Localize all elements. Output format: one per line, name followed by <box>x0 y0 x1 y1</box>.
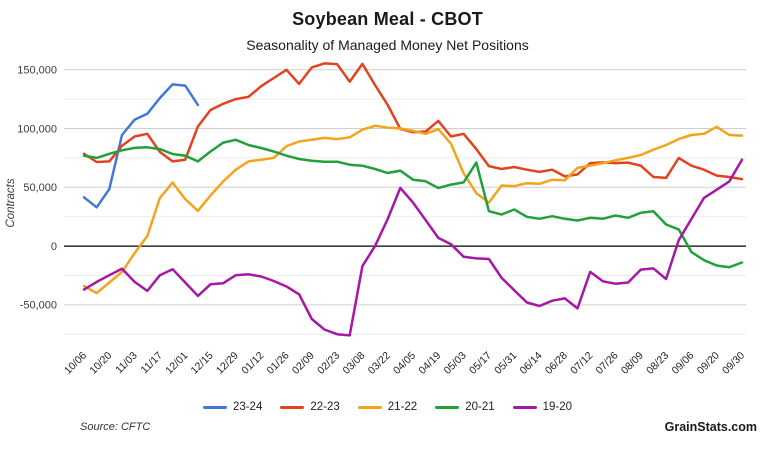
legend-label: 19-20 <box>542 401 573 413</box>
series-line-21-22 <box>82 124 744 295</box>
svg-text:04/05: 04/05 <box>391 350 418 377</box>
legend-swatch-icon <box>435 405 460 409</box>
svg-text:01/26: 01/26 <box>265 350 292 377</box>
svg-text:03/22: 03/22 <box>366 350 393 377</box>
svg-text:150,000: 150,000 <box>17 65 57 77</box>
svg-text:11/03: 11/03 <box>113 350 140 377</box>
series-line-19-20 <box>82 158 744 337</box>
svg-text:05/03: 05/03 <box>442 350 469 377</box>
svg-text:10/06: 10/06 <box>62 350 89 377</box>
svg-text:11/17: 11/17 <box>139 350 166 377</box>
svg-text:07/12: 07/12 <box>568 350 595 377</box>
legend-swatch-icon <box>357 405 382 409</box>
legend-item: 20-21 <box>435 401 495 413</box>
svg-text:09/06: 09/06 <box>669 350 696 377</box>
x-tick-labels: 10/0610/2011/0311/1712/0112/1512/2901/12… <box>62 350 747 377</box>
svg-text:-50,000: -50,000 <box>20 300 57 312</box>
svg-text:06/28: 06/28 <box>543 350 570 377</box>
svg-text:50,000: 50,000 <box>23 182 57 194</box>
svg-text:100,000: 100,000 <box>17 123 57 135</box>
chart-title: Soybean Meal - CBOT <box>292 9 483 29</box>
svg-text:04/19: 04/19 <box>416 350 443 377</box>
legend-swatch-icon <box>512 405 537 409</box>
legend-label: 21-22 <box>387 401 418 413</box>
svg-text:05/17: 05/17 <box>467 350 494 377</box>
brand-watermark: GrainStats.com <box>664 420 757 434</box>
legend-swatch-icon <box>202 405 227 409</box>
legend-item: 19-20 <box>512 401 573 413</box>
series-line-20-21 <box>82 138 744 269</box>
svg-text:12/29: 12/29 <box>214 350 241 377</box>
svg-text:03/08: 03/08 <box>340 350 367 377</box>
legend-label: 23-24 <box>232 401 263 413</box>
legend-item: 22-23 <box>280 401 340 413</box>
chart-legend: 23-24 22-23 21-22 20-21 19-20 <box>0 401 775 413</box>
svg-text:09/20: 09/20 <box>695 350 722 377</box>
series-line-23-24 <box>82 83 200 209</box>
legend-item: 21-22 <box>357 401 418 413</box>
y-gridlines-minor <box>64 98 746 335</box>
svg-text:08/09: 08/09 <box>619 350 646 377</box>
legend-swatch-icon <box>280 405 305 409</box>
legend-label: 22-23 <box>310 401 340 413</box>
series-lines <box>82 62 744 337</box>
chart-subtitle: Seasonality of Managed Money Net Positio… <box>246 37 529 53</box>
svg-text:10/20: 10/20 <box>87 350 114 377</box>
svg-text:01/12: 01/12 <box>239 350 266 377</box>
series-line-22-23 <box>82 62 744 181</box>
svg-text:12/15: 12/15 <box>189 350 216 377</box>
svg-text:08/23: 08/23 <box>644 350 671 377</box>
svg-text:02/09: 02/09 <box>290 350 317 377</box>
svg-text:12/01: 12/01 <box>163 350 190 377</box>
svg-text:02/23: 02/23 <box>315 350 342 377</box>
svg-text:0: 0 <box>51 241 57 253</box>
svg-text:05/31: 05/31 <box>492 350 519 377</box>
svg-text:09/30: 09/30 <box>720 350 747 377</box>
legend-item: 23-24 <box>202 401 263 413</box>
y-tick-labels: 150,000 100,000 50,000 0 -50,000 <box>17 65 57 312</box>
source-note: Source: CFTC <box>80 421 151 433</box>
svg-text:06/14: 06/14 <box>518 350 545 377</box>
svg-text:07/26: 07/26 <box>594 350 621 377</box>
legend-label: 20-21 <box>465 401 495 413</box>
